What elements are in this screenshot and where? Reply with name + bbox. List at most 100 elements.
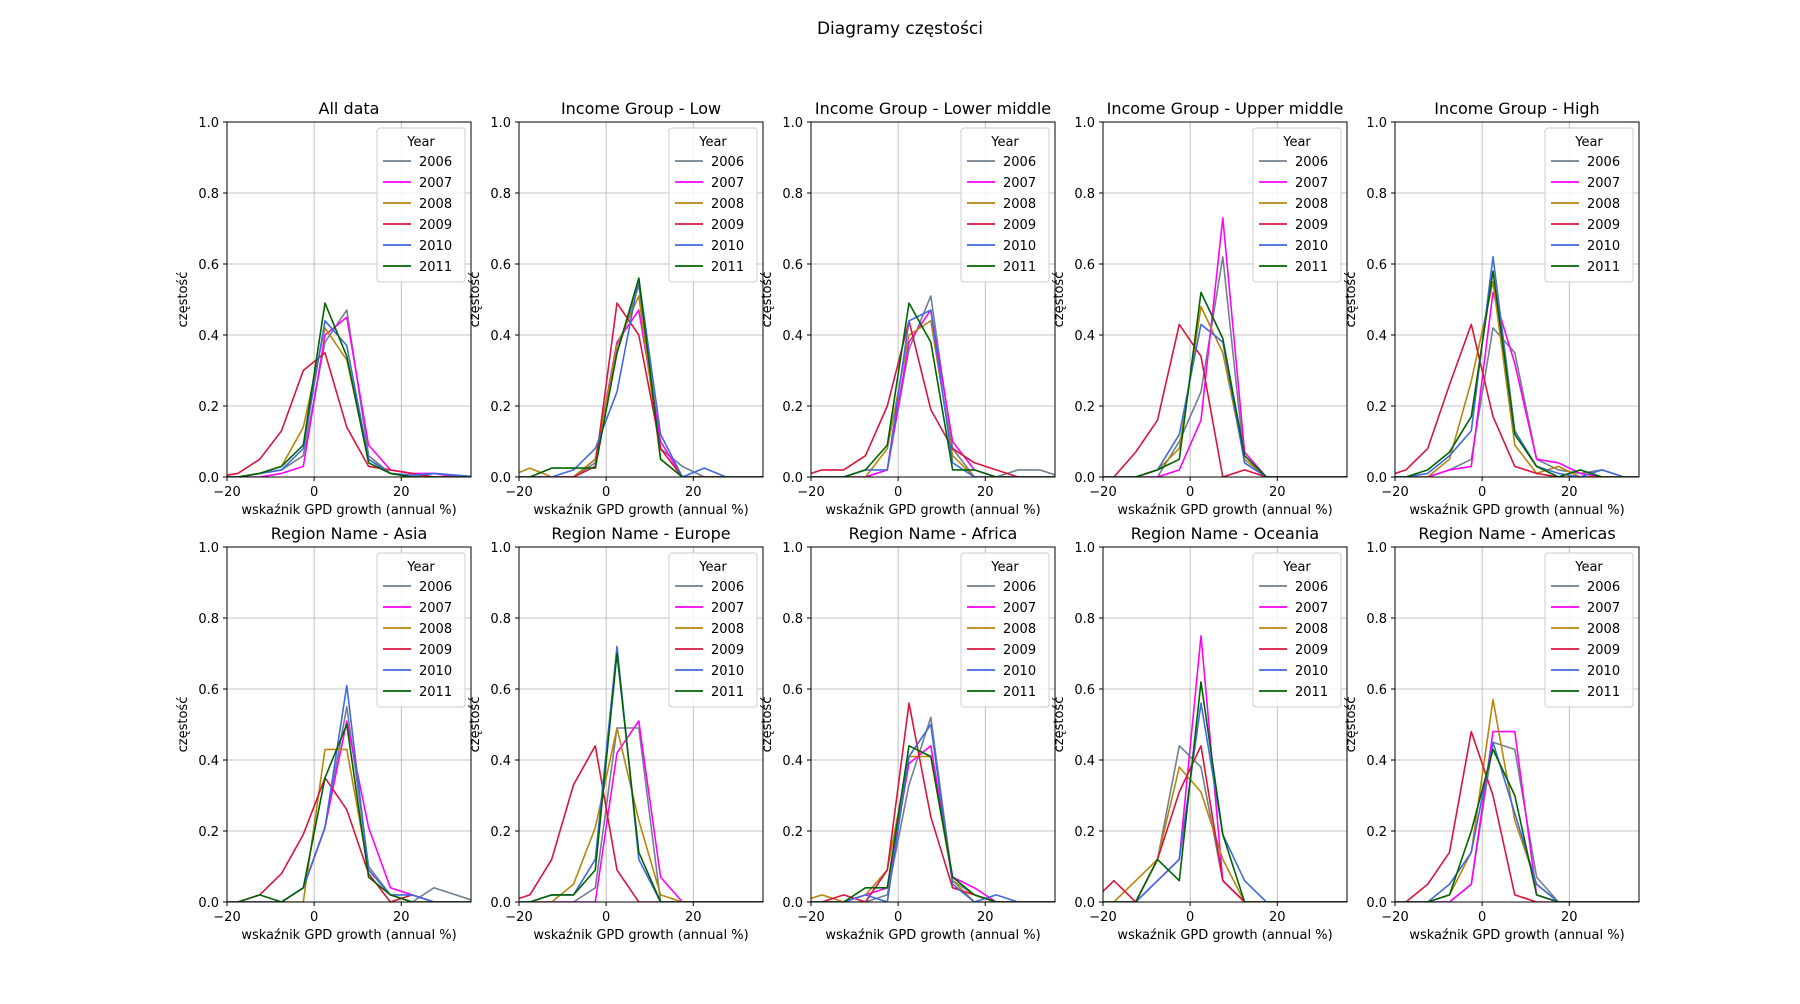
- legend-label-2011: 2011: [1587, 685, 1620, 700]
- axes-frame: [518, 121, 764, 478]
- x-axis-label: wskaźnik GPD growth (annual %): [1409, 928, 1624, 943]
- series-line-2010: [519, 277, 763, 477]
- x-tick-label: 20: [977, 910, 994, 925]
- legend-label-2006: 2006: [711, 155, 744, 170]
- legend-box: [1252, 127, 1342, 283]
- series-group: [227, 302, 471, 477]
- y-tick-label: 0.4: [1074, 754, 1095, 769]
- series-line-2008: [227, 748, 471, 902]
- y-axis-label: częstość: [1344, 272, 1359, 328]
- legend-label-2010: 2010: [1587, 239, 1620, 254]
- legend-label-2011: 2011: [1295, 685, 1328, 700]
- y-tick-label: 0.2: [782, 825, 803, 840]
- series-group: [1395, 256, 1639, 477]
- y-axis-label: częstość: [468, 272, 483, 328]
- x-tick-label: −20: [1381, 910, 1408, 925]
- series-line-2007: [227, 720, 471, 902]
- series-line-2008: [1395, 698, 1639, 902]
- subplot-title: Region Name - Oceania: [1131, 524, 1319, 543]
- series-line-2007: [1103, 217, 1347, 477]
- y-tick-label: 0.4: [198, 754, 219, 769]
- subplot-8: −20 0 20 0.0 0.2 0.4 0.6 0.8 1.0 Region Name - Oc…: [1052, 524, 1348, 943]
- legend-label-2010: 2010: [1003, 664, 1036, 679]
- y-tick-label: 0.2: [490, 400, 511, 415]
- legend-label-2011: 2011: [711, 685, 744, 700]
- series-line-2006: [811, 716, 1055, 902]
- y-tick-label: 0.4: [1366, 329, 1387, 344]
- y-tick-label: 1.0: [198, 116, 219, 131]
- x-tick-label: 20: [977, 485, 994, 500]
- y-tick-label: 0.0: [1074, 471, 1095, 486]
- series-line-2009: [1103, 323, 1347, 477]
- y-tick-label: 1.0: [490, 541, 511, 556]
- legend-label-2008: 2008: [1295, 622, 1328, 637]
- y-tick-label: 1.0: [198, 541, 219, 556]
- y-tick-label: 0.6: [198, 258, 219, 273]
- y-tick-label: 0.8: [1366, 612, 1387, 627]
- series-line-2006: [1395, 327, 1639, 477]
- series-group: [519, 645, 763, 902]
- y-tick-label: 0.0: [490, 471, 511, 486]
- y-tick-label: 1.0: [490, 116, 511, 131]
- y-axis-label: częstość: [760, 272, 775, 328]
- legend-title: Year: [1282, 560, 1311, 575]
- y-tick-label: 0.8: [198, 612, 219, 627]
- y-tick-label: 0.2: [490, 825, 511, 840]
- x-tick-label: 20: [1561, 485, 1578, 500]
- y-tick-label: 0.6: [198, 683, 219, 698]
- legend-label-2009: 2009: [419, 643, 452, 658]
- series-line-2011: [811, 744, 1055, 902]
- legend-label-2011: 2011: [1587, 260, 1620, 275]
- series-line-2007: [1395, 291, 1639, 477]
- series-line-2011: [1103, 681, 1347, 902]
- series-line-2010: [1103, 323, 1347, 477]
- y-tick-label: 0.6: [490, 258, 511, 273]
- series-line-2009: [227, 351, 471, 477]
- y-tick-label: 0.8: [490, 187, 511, 202]
- x-tick-label: 0: [310, 485, 318, 500]
- y-tick-label: 0.4: [782, 329, 803, 344]
- y-tick-label: 0.8: [490, 612, 511, 627]
- legend-label-2010: 2010: [419, 239, 452, 254]
- y-tick-label: 1.0: [1366, 116, 1387, 131]
- subplot-0: −20 0 20 0.0 0.2 0.4 0.6 0.8 1.0 All data wskaźnik…: [176, 99, 472, 518]
- y-tick-label: 0.0: [782, 471, 803, 486]
- legend-label-2009: 2009: [1587, 218, 1620, 233]
- series-line-2006: [811, 295, 1055, 477]
- x-axis-label: wskaźnik GPD growth (annual %): [241, 928, 456, 943]
- y-axis-label: częstość: [1052, 272, 1067, 328]
- x-axis-label: wskaźnik GPD growth (annual %): [533, 928, 748, 943]
- series-line-2011: [227, 723, 471, 902]
- series-group: [811, 295, 1055, 477]
- series-group: [519, 277, 763, 477]
- x-tick-label: 0: [1186, 910, 1194, 925]
- x-axis-label: wskaźnik GPD growth (annual %): [1117, 928, 1332, 943]
- x-tick-label: 0: [602, 910, 610, 925]
- legend-label-2009: 2009: [1295, 218, 1328, 233]
- series-line-2008: [811, 319, 1055, 477]
- legend-label-2007: 2007: [419, 601, 452, 616]
- y-axis-label: częstość: [760, 697, 775, 753]
- series-line-2008: [227, 327, 471, 477]
- series-group: [1103, 217, 1347, 477]
- x-axis-label: wskaźnik GPD growth (annual %): [241, 503, 456, 518]
- y-tick-label: 0.0: [782, 896, 803, 911]
- x-tick-label: 0: [894, 485, 902, 500]
- legend-label-2010: 2010: [711, 664, 744, 679]
- subplot-4: −20 0 20 0.0 0.2 0.4 0.6 0.8 1.0 Income Group - H…: [1344, 99, 1640, 518]
- y-tick-label: 0.4: [1366, 754, 1387, 769]
- y-tick-label: 0.2: [198, 825, 219, 840]
- legend-label-2011: 2011: [419, 685, 452, 700]
- legend-label-2006: 2006: [1587, 580, 1620, 595]
- legend-box: [960, 127, 1050, 283]
- y-tick-label: 0.6: [1074, 258, 1095, 273]
- y-tick-label: 0.4: [490, 754, 511, 769]
- legend-title: Year: [698, 560, 727, 575]
- legend-box: [1544, 127, 1634, 283]
- axes-frame: [1394, 546, 1640, 903]
- y-axis-label: częstość: [1344, 697, 1359, 753]
- legend-label-2008: 2008: [711, 197, 744, 212]
- series-line-2011: [519, 652, 763, 902]
- subplot-title: Income Group - Upper middle: [1107, 99, 1344, 118]
- x-tick-label: 20: [1269, 485, 1286, 500]
